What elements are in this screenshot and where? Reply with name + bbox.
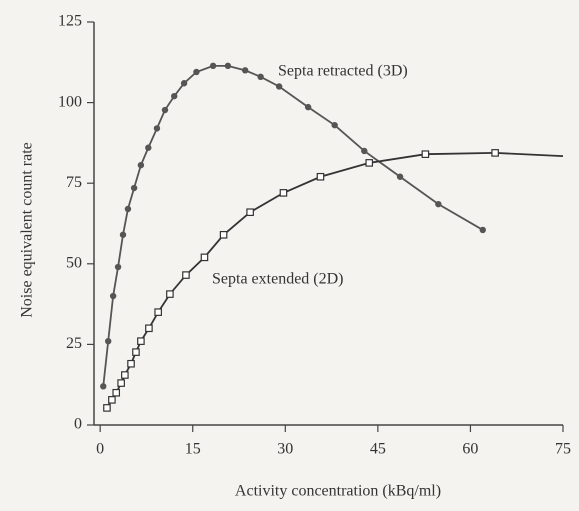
y-tick-label: 50 bbox=[66, 254, 82, 271]
point bbox=[100, 383, 107, 390]
y-tick-label: 75 bbox=[66, 174, 82, 191]
y-tick-label: 125 bbox=[58, 13, 82, 30]
point bbox=[193, 68, 200, 76]
y-tick-label: 100 bbox=[58, 93, 82, 110]
point bbox=[246, 208, 254, 217]
x-tick-label: 45 bbox=[370, 441, 386, 458]
point bbox=[491, 149, 499, 157]
point bbox=[127, 359, 135, 368]
x-tick-label: 15 bbox=[185, 441, 201, 458]
point bbox=[154, 308, 162, 316]
point bbox=[145, 324, 153, 333]
point bbox=[219, 230, 228, 239]
y-tick-label: 0 bbox=[74, 416, 82, 433]
point bbox=[103, 404, 111, 412]
point bbox=[124, 205, 132, 213]
point bbox=[396, 173, 404, 180]
series-label: Septa extended (2D) bbox=[212, 271, 344, 288]
y-tick-label: 25 bbox=[66, 335, 82, 352]
point bbox=[109, 292, 117, 300]
x-tick-label: 0 bbox=[96, 441, 104, 458]
point bbox=[361, 147, 368, 155]
point bbox=[421, 150, 430, 158]
point bbox=[166, 290, 174, 298]
y-axis-label: Noise equivalent count rate bbox=[19, 142, 36, 318]
point bbox=[121, 371, 129, 379]
point bbox=[130, 184, 138, 192]
series-curve bbox=[495, 151, 564, 158]
point bbox=[365, 159, 374, 167]
point bbox=[200, 253, 209, 262]
point bbox=[435, 200, 442, 208]
point bbox=[209, 62, 217, 70]
point bbox=[114, 263, 122, 271]
x-axis-label: Activity concentration (kBq/ml) bbox=[235, 483, 441, 500]
point bbox=[182, 271, 190, 279]
series-label: Septa retracted (3D) bbox=[278, 63, 408, 80]
x-tick-label: 60 bbox=[462, 441, 478, 458]
point bbox=[171, 92, 178, 100]
point bbox=[119, 231, 127, 238]
point bbox=[241, 67, 249, 74]
point bbox=[145, 144, 152, 151]
point bbox=[161, 106, 169, 114]
point bbox=[316, 172, 325, 181]
point bbox=[304, 103, 312, 111]
point bbox=[180, 80, 188, 87]
point bbox=[108, 396, 116, 404]
point bbox=[137, 161, 145, 169]
series-line bbox=[102, 64, 484, 387]
x-tick-label: 30 bbox=[277, 441, 293, 458]
point bbox=[224, 62, 232, 70]
point bbox=[104, 337, 112, 345]
x-tick-label: 75 bbox=[555, 441, 571, 458]
point bbox=[112, 388, 121, 397]
point bbox=[257, 73, 264, 81]
point bbox=[331, 121, 338, 129]
point bbox=[479, 226, 486, 234]
point bbox=[137, 337, 145, 345]
point bbox=[132, 348, 140, 356]
point bbox=[279, 189, 288, 197]
point bbox=[153, 125, 161, 132]
point bbox=[117, 379, 125, 387]
point bbox=[275, 83, 283, 90]
